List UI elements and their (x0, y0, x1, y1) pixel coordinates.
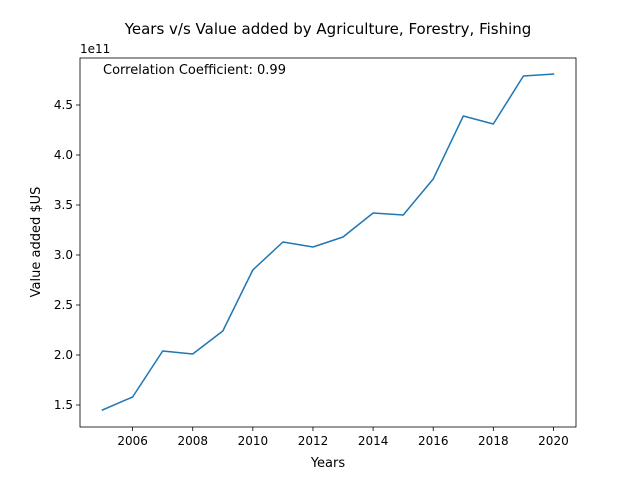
y-tick-label: 2.0 (54, 348, 73, 362)
y-tick-label: 4.5 (54, 98, 73, 112)
y-offset-label: 1e11 (80, 42, 110, 56)
chart-title: Years v/s Value added by Agriculture, Fo… (124, 20, 532, 38)
y-tick-label: 1.5 (54, 398, 73, 412)
y-tick-label: 2.5 (54, 298, 73, 312)
y-axis: 1.5 2.0 2.5 3.0 3.5 4.0 4.5 (54, 98, 80, 412)
y-tick-label: 4.0 (54, 148, 73, 162)
x-tick-label: 2010 (238, 434, 269, 448)
x-tick-label: 2006 (117, 434, 148, 448)
x-tick-label: 2020 (538, 434, 569, 448)
plot-area (79, 57, 577, 428)
x-tick-label: 2014 (358, 434, 389, 448)
correlation-annotation: Correlation Coefficient: 0.99 (103, 63, 286, 78)
series-line (101, 73, 555, 411)
y-tick-label: 3.0 (54, 248, 73, 262)
plot-frame (79, 57, 577, 428)
x-tick-label: 2016 (418, 434, 449, 448)
x-tick-label: 2018 (478, 434, 509, 448)
y-tick-label: 3.5 (54, 198, 73, 212)
x-tick-label: 2008 (177, 434, 208, 448)
x-axis-label: Years (310, 456, 346, 471)
x-axis: 2006 2008 2010 2012 2014 2016 2018 2020 (117, 427, 569, 448)
y-axis-label: Value added $US (29, 187, 44, 298)
x-tick-label: 2012 (298, 434, 329, 448)
